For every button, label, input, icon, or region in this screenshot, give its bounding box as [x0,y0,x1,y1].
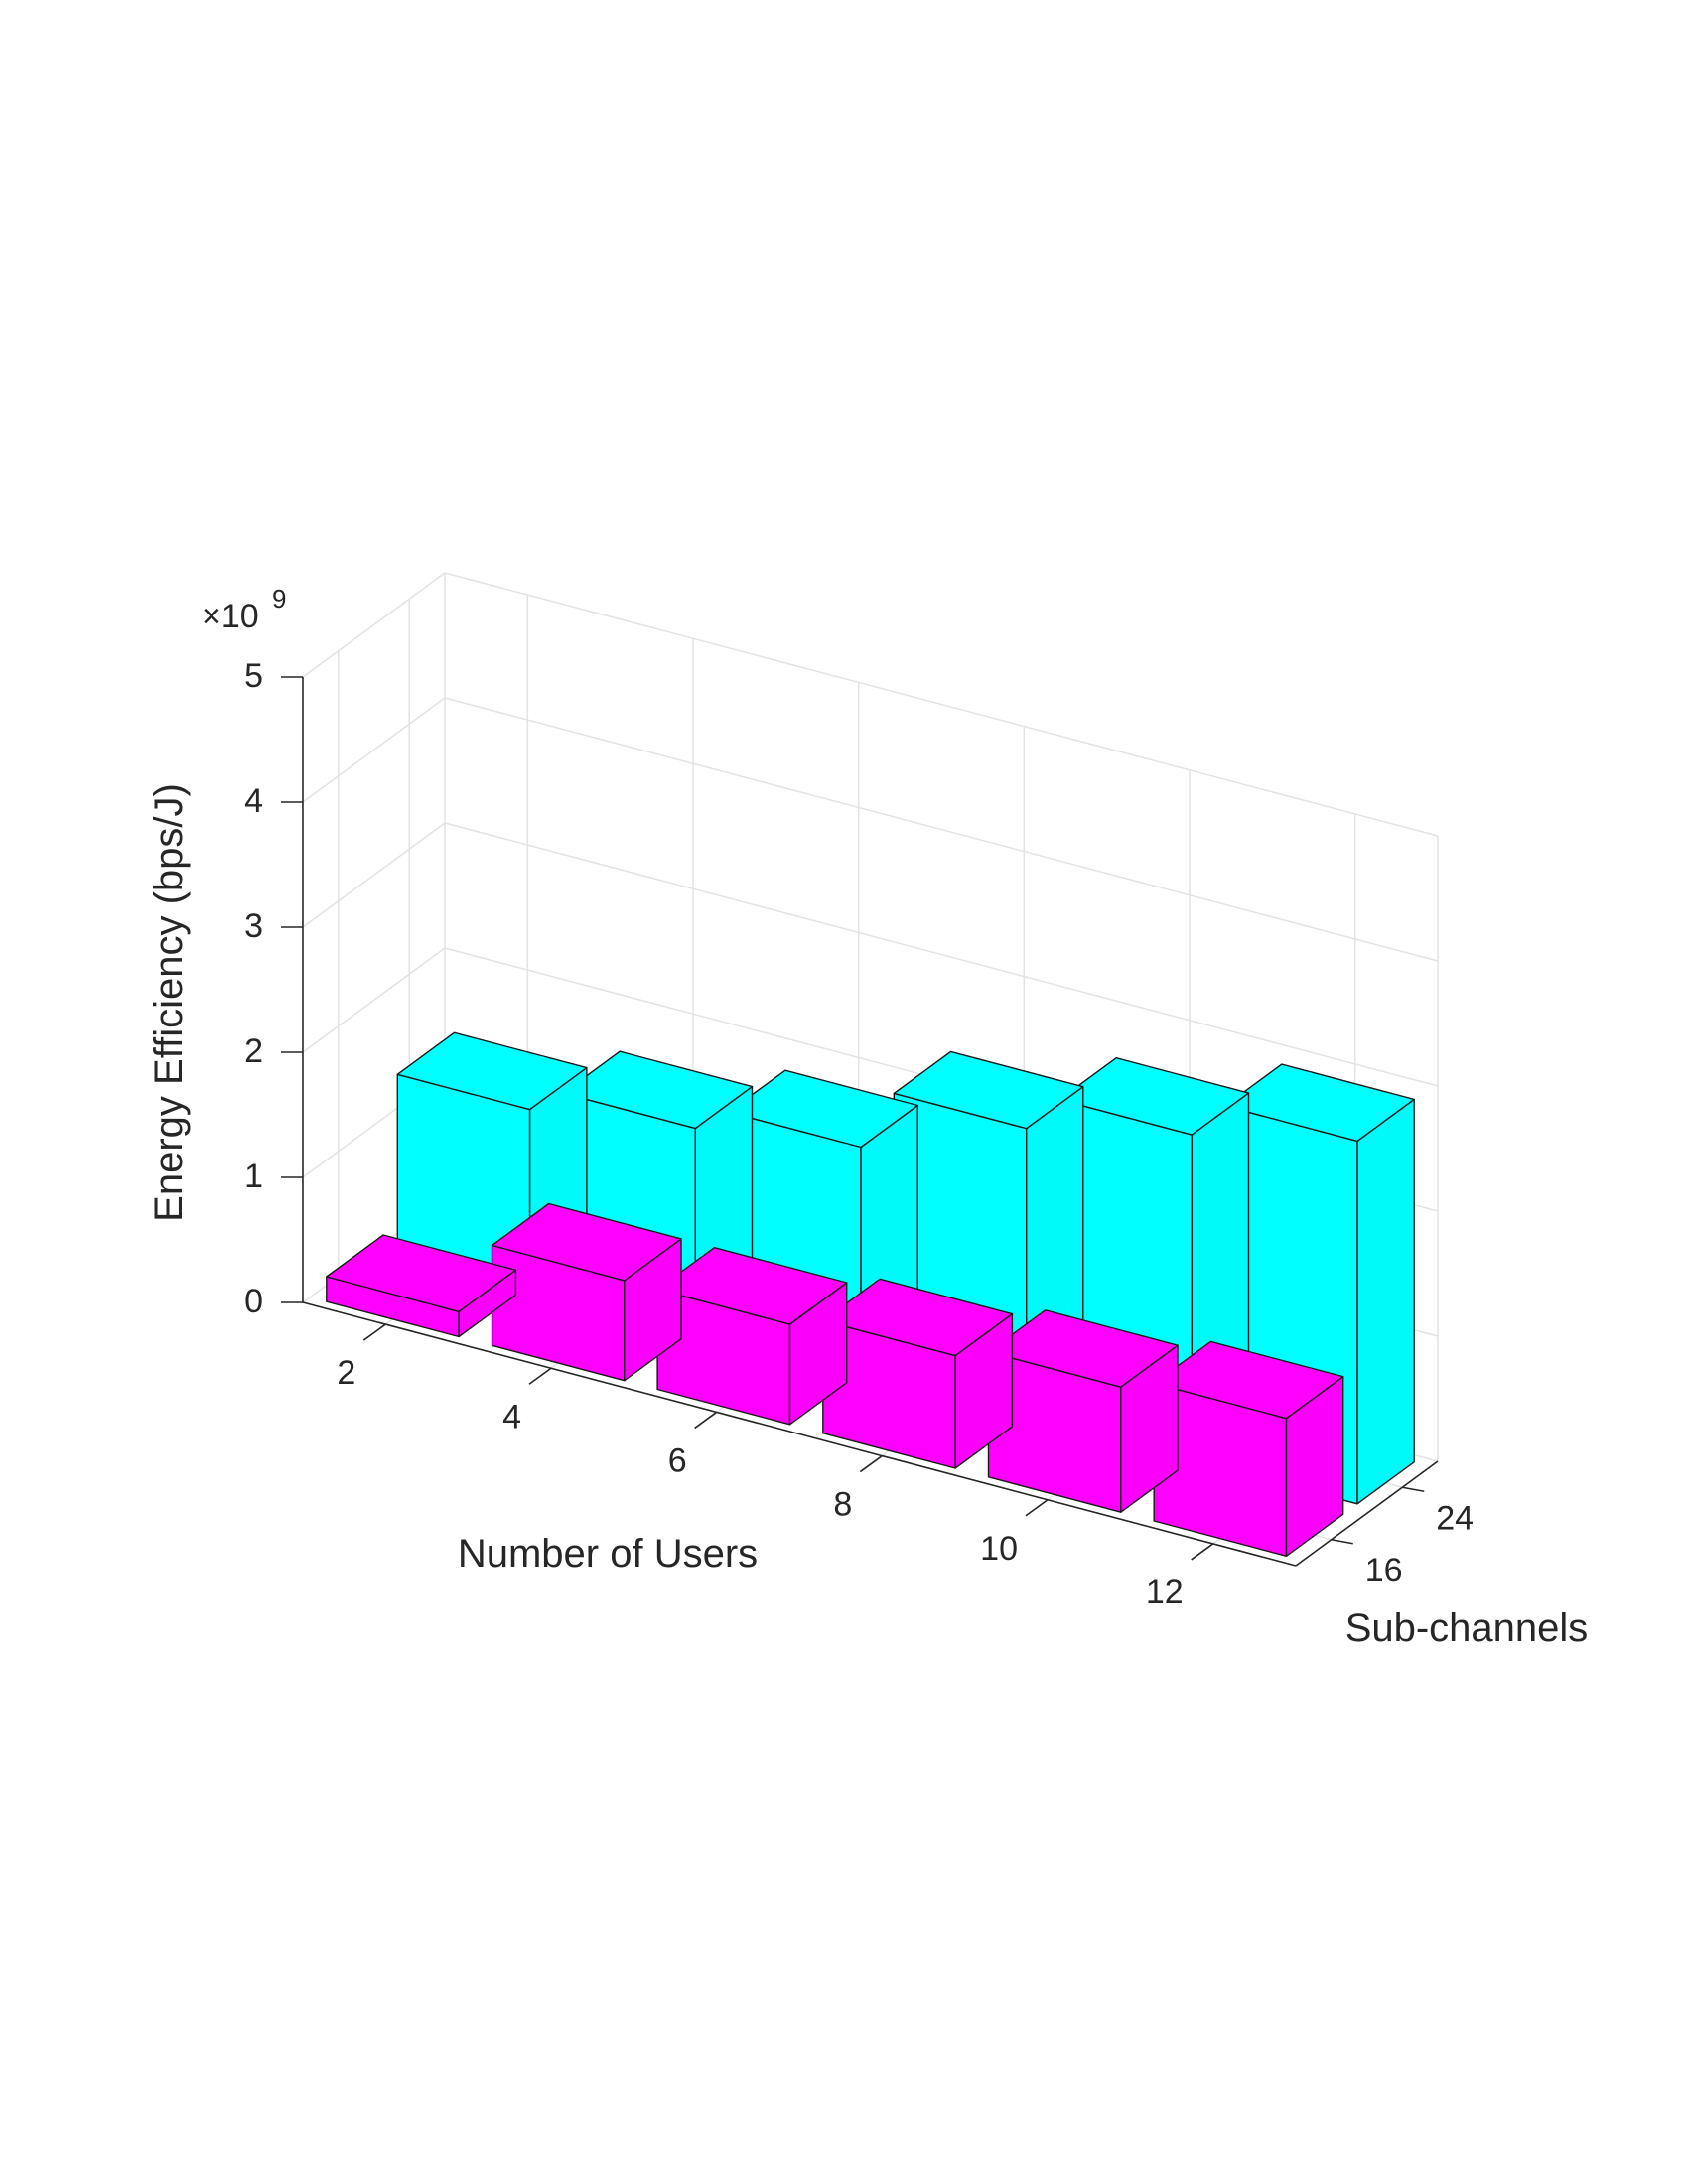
z-tick-label: 2 [244,1032,263,1070]
x-axis-line [302,1301,1297,1567]
x-axis-title: Number of Users [458,1532,758,1575]
z-tick-label: 3 [244,907,263,945]
x-tick [859,1454,883,1473]
bar-top-face [822,1278,1014,1357]
x-tick [1191,1543,1214,1561]
grid-line-side-z [302,947,446,1053]
grid-line-side-z [302,572,446,678]
bar-top-face [1223,1063,1415,1143]
bar-16-12 [1153,1340,1344,1558]
x-tick-label: 8 [833,1486,852,1524]
bar-top-face [727,1069,918,1149]
grid-line-back-z [444,572,1439,837]
grid-line-back-z [444,697,1439,962]
bar-top-face [326,1234,517,1313]
z-tick-label: 5 [244,657,263,695]
bar-top-face [562,1050,754,1130]
x-tick-label: 4 [502,1398,521,1435]
grid-line-back-z [444,822,1439,1087]
bar-16-8 [822,1278,1014,1469]
x-tick-label: 12 [1146,1573,1184,1611]
x-tick-label: 2 [337,1354,355,1392]
z-exponent-power: 9 [272,584,286,614]
x-tick [1025,1499,1049,1517]
y-axis-line [1295,1460,1439,1567]
bar-top-face [893,1050,1084,1130]
y-axis-title: Sub-channels [1345,1606,1589,1650]
z-tick-label: 4 [244,782,263,820]
bar-layer [326,1031,1415,1558]
bar-top-face [656,1246,848,1325]
bar-24-2 [396,1031,588,1286]
x-tick-label: 6 [668,1441,687,1479]
y-tick-label: 16 [1365,1552,1403,1589]
y-tick [1331,1538,1353,1545]
grid-line-side-z [302,697,446,803]
x-tick [528,1367,552,1385]
bar-top-face [1153,1340,1344,1420]
y-tick-label: 24 [1436,1499,1474,1537]
z-tick-label: 0 [244,1283,263,1320]
z-tick-label: 1 [244,1158,263,1195]
bar-top-face [396,1031,588,1111]
x-tick [362,1323,386,1341]
bar-top-face [491,1202,682,1282]
bar-side-face [1356,1098,1415,1505]
bar-16-2 [326,1234,517,1338]
z-exponent-label: ×10 [202,598,259,635]
grid-line-side-z [302,822,446,928]
bar-top-face [987,1309,1179,1388]
bar-top-face [1058,1056,1250,1136]
x-tick [694,1411,718,1430]
z-axis-title: Energy Efficiency (bps/J) [147,783,191,1222]
bar-16-10 [987,1309,1179,1513]
x-tick-label: 10 [980,1530,1018,1568]
y-tick [1402,1486,1425,1493]
bar-16-4 [491,1202,682,1382]
bar-16-6 [656,1246,848,1426]
